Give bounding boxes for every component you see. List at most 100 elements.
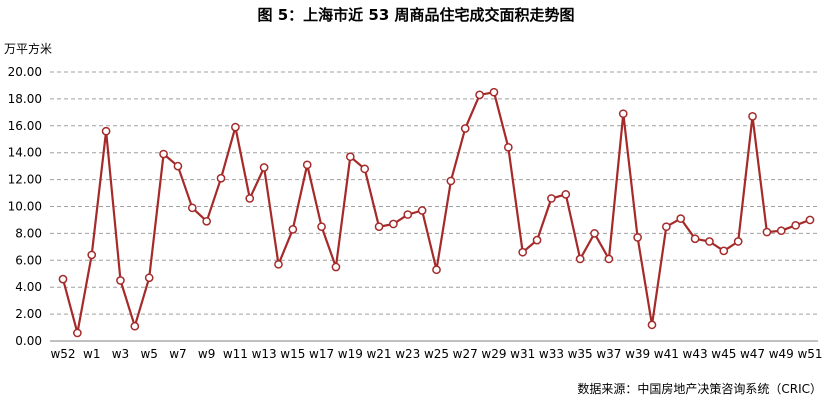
data-point-w24	[417, 206, 427, 215]
data-point-w5	[144, 273, 154, 283]
x-tick-label: w19	[338, 347, 363, 361]
data-point-w21	[374, 222, 384, 232]
data-point-w20	[360, 164, 370, 174]
data-point-w16	[302, 160, 312, 170]
data-point-w12	[245, 194, 255, 203]
data-point-w30	[503, 142, 513, 152]
data-point-w52	[58, 274, 68, 284]
data-point-w1	[87, 250, 97, 260]
series-line	[61, 91, 811, 334]
chart-title: 图 5：上海市近 53 周商品住宅成交面积走势图	[257, 6, 575, 24]
y-tick-label: 14.00	[8, 146, 42, 160]
y-tick-label: 8.00	[15, 226, 42, 240]
data-point-w53	[73, 328, 82, 338]
x-tick-label: w35	[568, 347, 593, 361]
y-tick-label: 18.00	[8, 92, 42, 106]
data-point-w6	[159, 149, 168, 159]
x-tick-label: w5	[140, 347, 157, 361]
data-point-w49	[776, 226, 786, 236]
data-point-w35	[575, 254, 585, 264]
data-point-w2	[101, 126, 111, 136]
series-points	[58, 87, 815, 338]
data-point-w34	[561, 190, 571, 199]
data-point-w41	[661, 222, 671, 232]
data-point-w23	[403, 210, 413, 219]
y-tick-label: 6.00	[15, 253, 42, 267]
y-tick-label: 12.00	[8, 173, 42, 187]
y-tick-label: 16.00	[8, 119, 42, 133]
x-tick-label: w25	[424, 347, 449, 361]
x-tick-label: w29	[481, 347, 506, 361]
x-tick-label: w3	[112, 347, 129, 361]
data-point-w10	[216, 173, 226, 183]
x-tick-label: w23	[395, 347, 420, 361]
data-point-w17	[317, 222, 326, 232]
x-tick-label: w15	[280, 347, 305, 361]
data-point-w9	[202, 216, 212, 226]
data-point-w43	[690, 234, 700, 244]
data-point-w13	[259, 163, 269, 172]
x-tick-label: w33	[539, 347, 564, 361]
series-polyline	[61, 91, 811, 334]
data-point-w25	[432, 265, 441, 275]
data-point-w8	[187, 203, 197, 213]
data-point-w4	[130, 321, 140, 331]
x-tick-label: w45	[711, 347, 736, 361]
x-tick-label: w9	[198, 347, 215, 361]
x-tick-label: w31	[510, 347, 535, 361]
x-tick-label: w47	[740, 347, 765, 361]
data-point-w39	[633, 233, 642, 242]
data-point-w38	[618, 109, 628, 119]
x-tick-label: w27	[453, 347, 478, 361]
data-point-w33	[547, 194, 556, 203]
data-point-w28	[475, 90, 484, 100]
data-point-w44	[705, 237, 714, 246]
x-tick-label: w11	[223, 347, 248, 361]
x-tick-label: w43	[683, 347, 708, 361]
data-point-w50	[791, 220, 800, 230]
data-point-w26	[446, 176, 456, 186]
x-tick-label: w1	[83, 347, 100, 361]
data-point-w7	[173, 161, 183, 171]
data-point-w14	[274, 259, 283, 269]
data-point-w3	[116, 276, 125, 285]
x-tick-label: w7	[169, 347, 186, 361]
data-point-w22	[389, 219, 398, 229]
data-point-w46	[733, 237, 743, 246]
y-tick-label: 0.00	[15, 334, 42, 348]
x-tick-label: w39	[625, 347, 650, 361]
data-point-w11	[231, 122, 240, 132]
data-point-w27	[460, 124, 470, 133]
data-point-w42	[676, 214, 686, 223]
gridlines	[50, 71, 818, 315]
x-tick-label: w51	[797, 347, 822, 361]
source-note: 数据来源：中国房地产决策咨询系统（CRIC）	[577, 382, 822, 396]
y-tick-label: 10.00	[8, 200, 42, 214]
data-point-w51	[805, 215, 815, 225]
x-axis: w52 w1 w3 w5 w7 w9 w11 w13 w15 w17 w19 w21 w23 w25 w27…	[50, 340, 823, 361]
data-point-w31	[518, 247, 528, 257]
y-tick-label: 20.00	[8, 65, 42, 79]
x-tick-label: w17	[309, 347, 334, 361]
x-tick-label: w37	[596, 347, 621, 361]
data-point-w15	[288, 225, 298, 234]
data-point-w19	[345, 152, 355, 162]
y-axis: 20.00 18.00 16.00 14.00 12.00 10.00 8.00 6.00 4.…	[8, 65, 42, 348]
data-point-w45	[719, 246, 729, 256]
x-tick-label: w49	[769, 347, 794, 361]
data-point-w32	[532, 235, 542, 245]
x-tick-label: w13	[252, 347, 277, 361]
data-point-w47	[748, 112, 757, 121]
data-point-w40	[647, 320, 657, 330]
data-point-w37	[604, 254, 614, 264]
y-axis-unit-label: 万平方米	[4, 42, 53, 56]
y-tick-label: 2.00	[15, 307, 42, 321]
y-tick-label: 4.00	[15, 280, 42, 294]
data-point-w48	[762, 227, 772, 237]
data-point-w29	[489, 87, 499, 97]
data-point-w36	[590, 229, 599, 238]
data-point-w18	[331, 262, 341, 272]
x-tick-label: w41	[654, 347, 679, 361]
x-tick-label: w52	[50, 347, 75, 361]
